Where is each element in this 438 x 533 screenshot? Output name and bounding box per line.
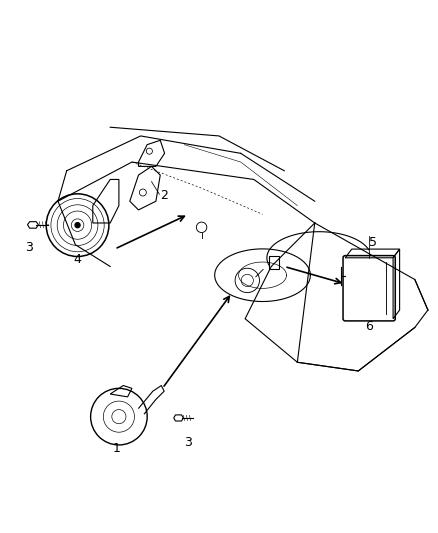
Circle shape bbox=[75, 223, 80, 228]
Text: 4: 4 bbox=[73, 253, 81, 266]
Text: 5: 5 bbox=[369, 236, 377, 248]
Text: 2: 2 bbox=[160, 189, 168, 202]
Text: 1: 1 bbox=[113, 442, 120, 455]
Text: 3: 3 bbox=[184, 436, 192, 449]
Text: 6: 6 bbox=[365, 320, 373, 333]
Text: 3: 3 bbox=[25, 241, 33, 254]
